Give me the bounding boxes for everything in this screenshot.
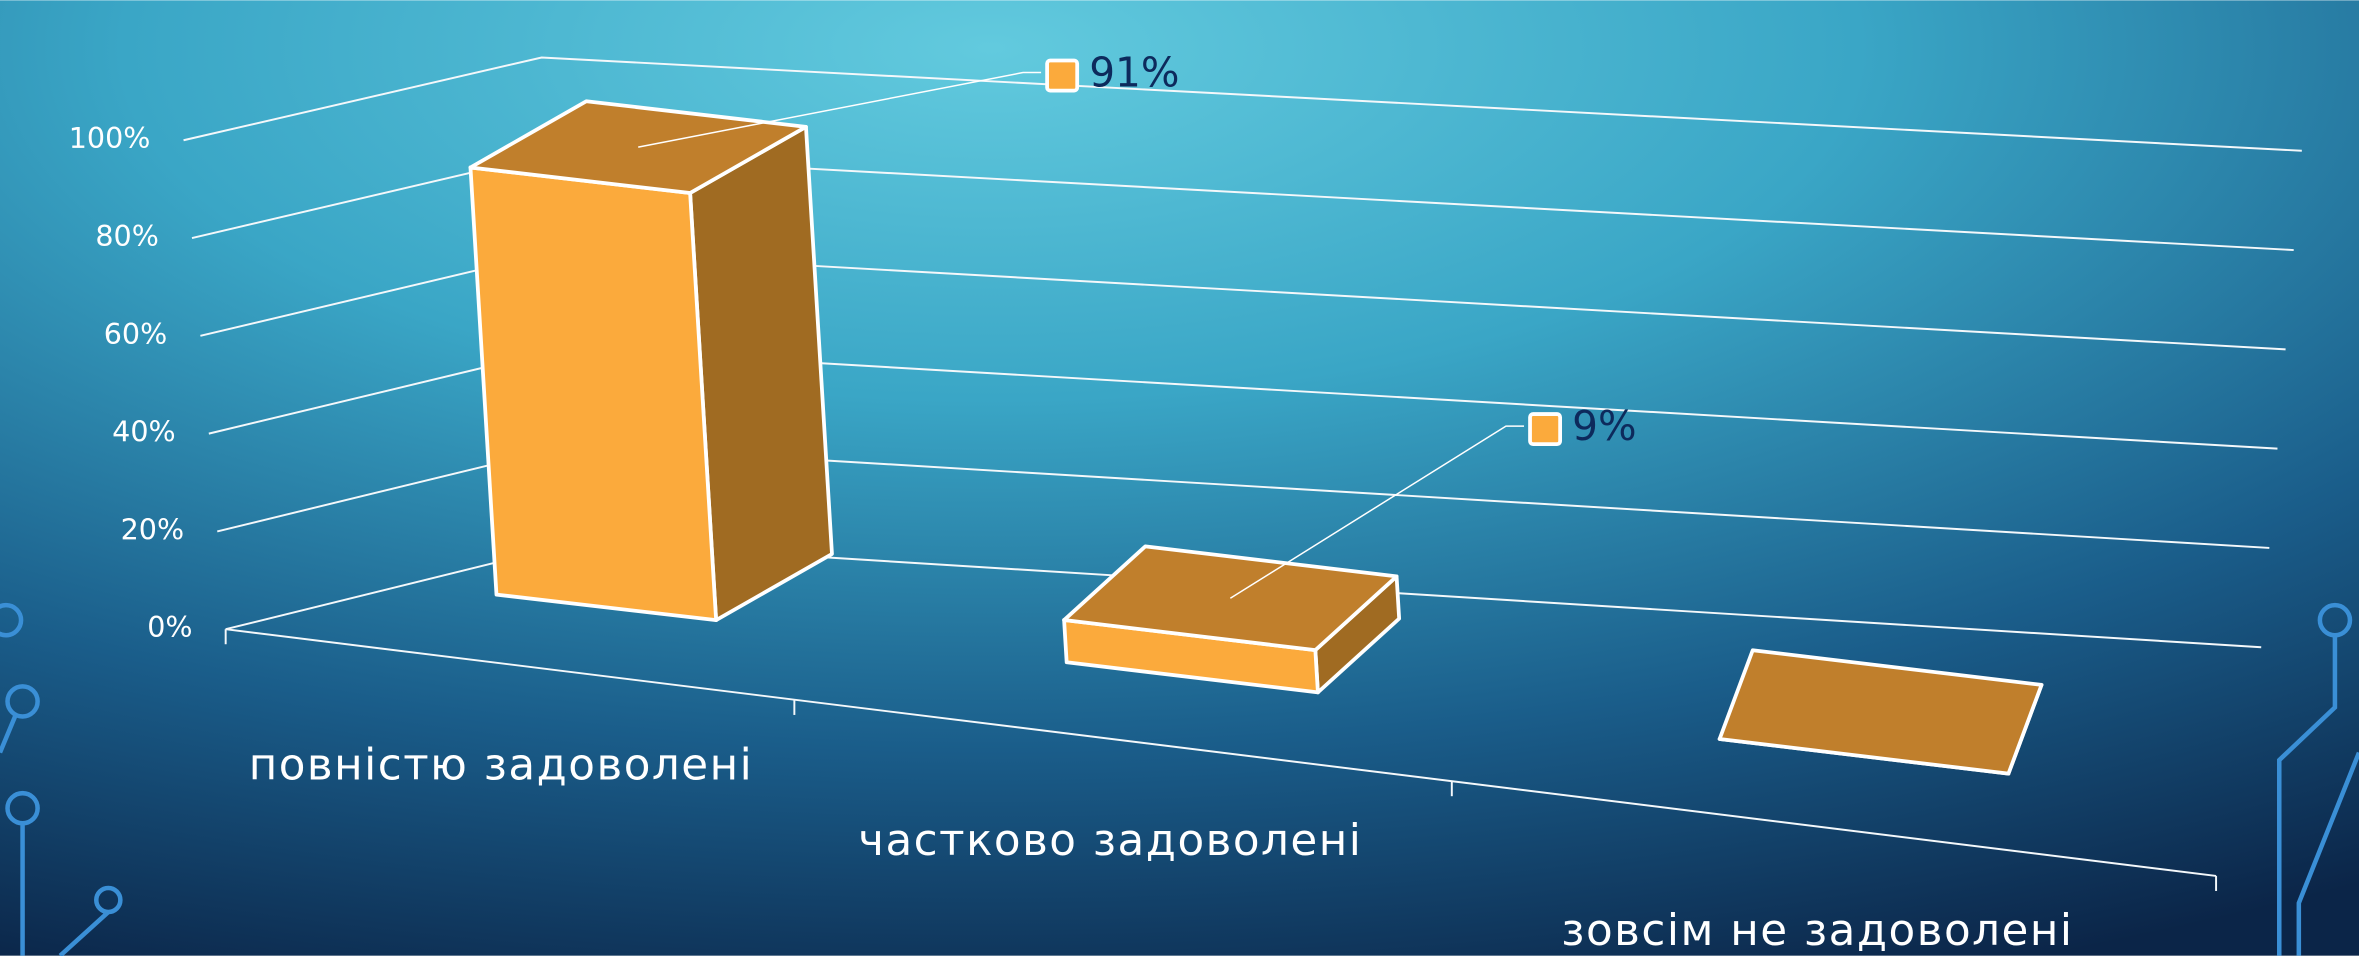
x-tick-label: повністю задоволені bbox=[249, 741, 754, 791]
background bbox=[0, 0, 2359, 955]
y-tick-label: 0% bbox=[147, 610, 192, 644]
data-label: 9% bbox=[1572, 402, 1636, 450]
y-tick-label: 60% bbox=[104, 317, 168, 351]
y-tick-label: 100% bbox=[69, 121, 151, 155]
x-tick-label: частково задоволені bbox=[858, 816, 1362, 866]
label-key bbox=[1530, 414, 1560, 444]
y-tick-label: 20% bbox=[121, 512, 185, 546]
y-tick-label: 80% bbox=[95, 219, 159, 253]
chart: 0% 20% 40% 60% 80% 100% повністю задоволені 91%… bbox=[0, 0, 2359, 956]
x-tick-label: зовсім не задоволені bbox=[1561, 906, 2073, 956]
bar-front bbox=[470, 167, 716, 620]
y-tick-label: 40% bbox=[112, 415, 176, 449]
data-label: 91% bbox=[1089, 49, 1179, 97]
label-key bbox=[1047, 61, 1077, 91]
